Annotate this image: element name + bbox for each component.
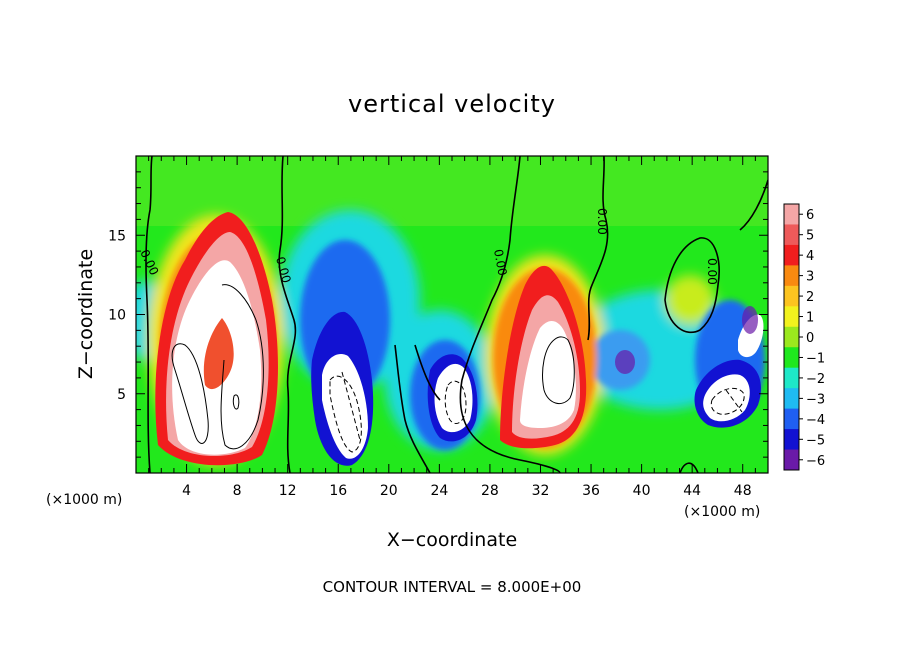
- x-tick-label: 32: [532, 483, 550, 499]
- colorbar-swatch: [784, 204, 799, 225]
- colorbar-swatch: [784, 326, 799, 348]
- x-axis-label: X−coordinate: [387, 529, 517, 551]
- x-unit-label-left: (×1000 m): [46, 492, 122, 508]
- colorbar-swatch: [784, 388, 799, 410]
- chart-title: vertical velocity: [348, 90, 556, 118]
- contour-zero-3: [459, 156, 561, 473]
- contour-pos-1: [171, 343, 209, 444]
- contour-label-4: 0.00: [595, 208, 609, 235]
- colorbar-swatch: [784, 306, 799, 328]
- y-tick-label: 15: [108, 228, 126, 244]
- contour-neg-5: [725, 389, 743, 413]
- contour-pos-3: [232, 394, 240, 410]
- colorbar-label: 4: [806, 249, 814, 264]
- colorbar-label: −1: [806, 351, 825, 366]
- x-tick-label: 20: [380, 483, 398, 499]
- x-tick-label: 44: [683, 483, 701, 499]
- colorbar-swatch: [784, 429, 799, 451]
- purple-patch-1: [615, 350, 635, 374]
- updraft-white-2: [520, 320, 576, 428]
- colorbar-swatch: [784, 265, 799, 287]
- contour-interval-text: CONTOUR INTERVAL = 8.000E+00: [323, 578, 582, 596]
- colorbar-swatch: [784, 449, 799, 471]
- x-tick-label: 36: [582, 483, 600, 499]
- contour-zero-6: [394, 344, 431, 473]
- x-tick-label: 28: [481, 483, 499, 499]
- contour-zero-7: [414, 344, 441, 401]
- contour-zero-1: [145, 156, 153, 473]
- contour-label-3: 0.00: [491, 248, 509, 277]
- contour-neg-1: [329, 375, 362, 453]
- contour-label-5: 0.00: [705, 258, 719, 285]
- contour-pos-2: [220, 284, 264, 450]
- colorbar-label: 5: [806, 229, 814, 244]
- y-tick-label: 10: [108, 308, 126, 324]
- colorbar-swatch: [784, 224, 799, 246]
- colorbar-label: −6: [806, 454, 825, 469]
- contour-label-2: 0.00: [273, 255, 293, 284]
- contour-neg-4: [710, 387, 745, 415]
- colorbar-label: 2: [806, 290, 814, 305]
- purple-patch-2: [742, 306, 758, 334]
- contour-zero-2: [278, 156, 297, 473]
- x-tick-label: 4: [182, 483, 191, 499]
- x-axis-ticks: 4 8 12 16 20 24 28 32 36 40 44 48: [148, 156, 756, 499]
- colorbar-label: −5: [806, 433, 825, 448]
- downdraft-white-1: [322, 354, 368, 459]
- colorbar-label: 6: [806, 208, 814, 223]
- x-tick-label: 8: [233, 483, 242, 499]
- field-upper-band: [136, 156, 768, 226]
- colorbar-swatch: [784, 408, 799, 430]
- colorbar-label: −3: [806, 392, 825, 407]
- y-axis-label: Z−coordinate: [75, 249, 97, 379]
- x-tick-label: 40: [633, 483, 651, 499]
- contour-zero-9: [679, 462, 699, 473]
- heatmap-field: 0.00 0.00 0.00 0.00 0.00: [136, 156, 768, 473]
- contour-pos-4: [542, 336, 575, 405]
- x-tick-label: 48: [734, 483, 752, 499]
- x-tick-label: 24: [430, 483, 448, 499]
- contour-zero-4: [587, 156, 609, 341]
- contour-zero-5: [664, 237, 720, 334]
- colorbar-label: 0: [806, 331, 814, 346]
- colorbar-swatch: [784, 244, 799, 266]
- y-tick-label: 5: [117, 387, 126, 403]
- colorbar-swatch: [784, 347, 799, 369]
- y-axis-ticks: 5 10 15: [108, 171, 768, 458]
- contour-zero-8: [739, 179, 768, 231]
- colorbar-label: 3: [806, 270, 814, 285]
- colorbar: 6 5 4 3 2 1 0 −1 −2 −3 −4 −5 −6: [783, 203, 825, 471]
- colorbar-label: −2: [806, 372, 825, 387]
- colorbar-swatch: [784, 285, 799, 307]
- colorbar-label: 1: [806, 311, 814, 326]
- x-unit-label-right: (×1000 m): [684, 504, 760, 520]
- contour-neg-3: [444, 380, 467, 424]
- yellow-patch: [665, 275, 715, 325]
- updraft-inner-red-1: [203, 318, 234, 390]
- contour-neg-2: [341, 371, 361, 441]
- x-tick-label: 16: [329, 483, 347, 499]
- downdraft-white-3: [703, 374, 750, 422]
- colorbar-label: −4: [806, 413, 825, 428]
- x-tick-label: 12: [279, 483, 297, 499]
- colorbar-swatch: [784, 367, 799, 389]
